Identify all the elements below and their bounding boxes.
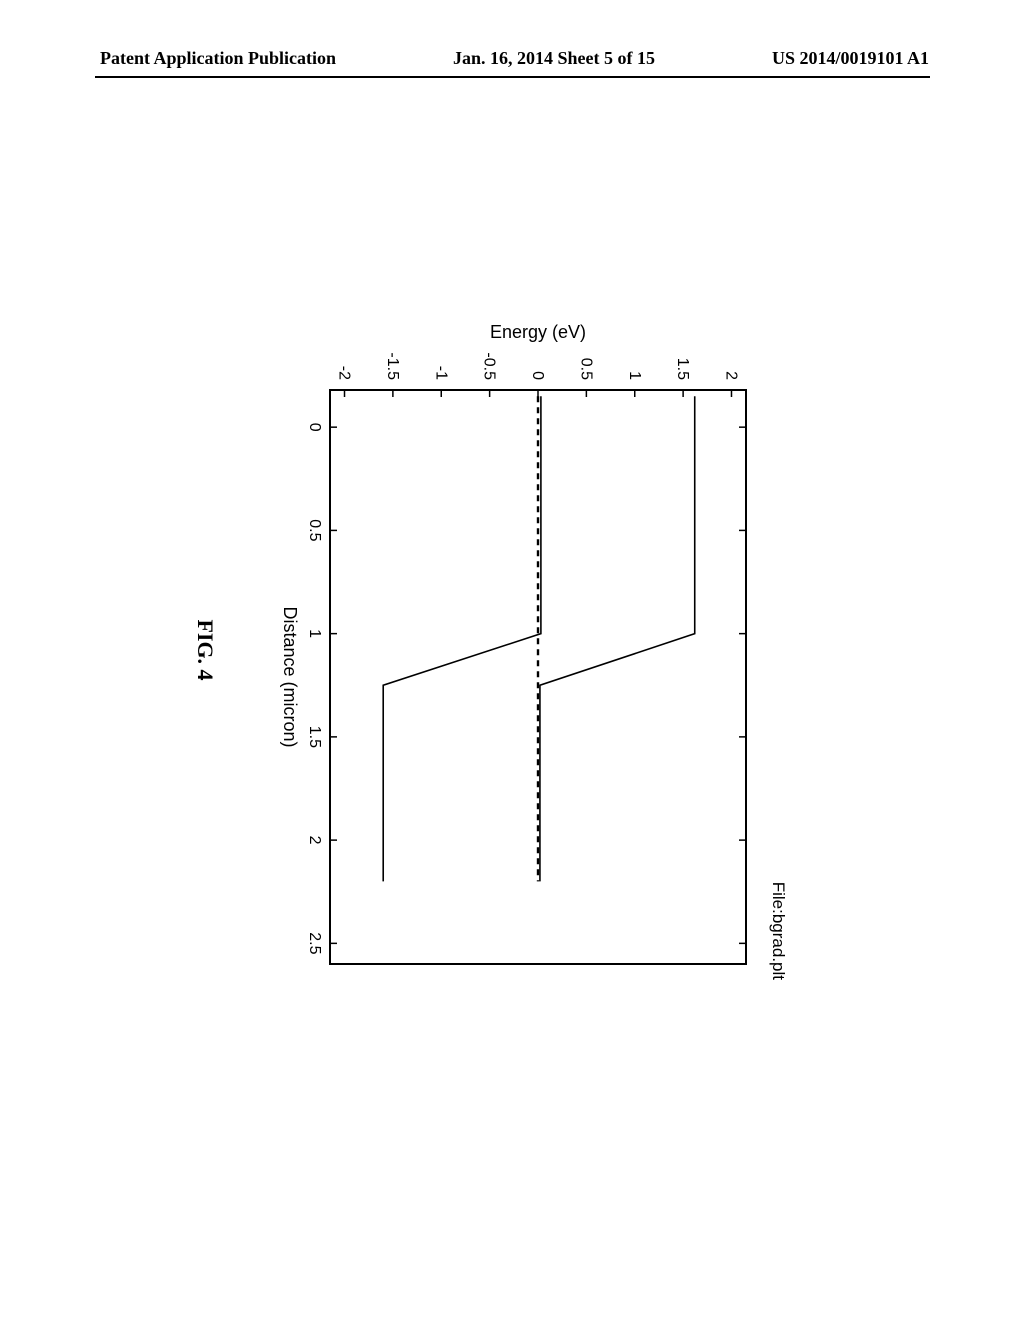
y-tick-label: -2 [336, 366, 353, 380]
x-tick-label: 0.5 [306, 519, 323, 541]
x-tick-label: 2 [306, 836, 323, 845]
y-tick-label: 0.5 [577, 358, 594, 380]
x-tick-label: 2.5 [306, 932, 323, 954]
figure-caption: FIG. 4 [192, 619, 218, 680]
y-tick-label: -0.5 [481, 352, 498, 380]
rotated-figure: File:bgrad.plt 00.511.522.5-2-1.5-1-0.50… [270, 320, 760, 980]
header-right: US 2014/0019101 A1 [772, 48, 929, 69]
header-left: Patent Application Publication [100, 48, 336, 69]
y-tick-label: -1.5 [384, 352, 401, 380]
chart-block: File:bgrad.plt 00.511.522.5-2-1.5-1-0.50… [270, 320, 760, 980]
y-tick-label: -1 [432, 366, 449, 380]
y-tick-label: 1.5 [674, 358, 691, 380]
y-tick-label: 0 [529, 371, 546, 380]
x-tick-label: 1 [306, 629, 323, 638]
y-tick-label: 1 [626, 371, 643, 380]
x-tick-label: 0 [306, 423, 323, 432]
y-axis-label: Energy (eV) [490, 322, 586, 342]
header-rule [95, 76, 930, 78]
energy-distance-chart: 0 0.5 1 1.5 2 2.5 -2 -1.5 -1 -0.5 0 0.5 1 1.5 2 Distanc… [270, 320, 760, 980]
y-tick-label: 2 [722, 371, 739, 380]
page-header: Patent Application Publication Jan. 16, … [0, 48, 1024, 69]
file-label: File:bgrad.plt [768, 882, 788, 980]
x-axis-label: Distance (micron) [280, 606, 300, 747]
x-tick-label: 1.5 [306, 726, 323, 748]
header-center: Jan. 16, 2014 Sheet 5 of 15 [453, 48, 655, 69]
figure-container: File:bgrad.plt 00.511.522.5-2-1.5-1-0.50… [165, 200, 865, 1100]
